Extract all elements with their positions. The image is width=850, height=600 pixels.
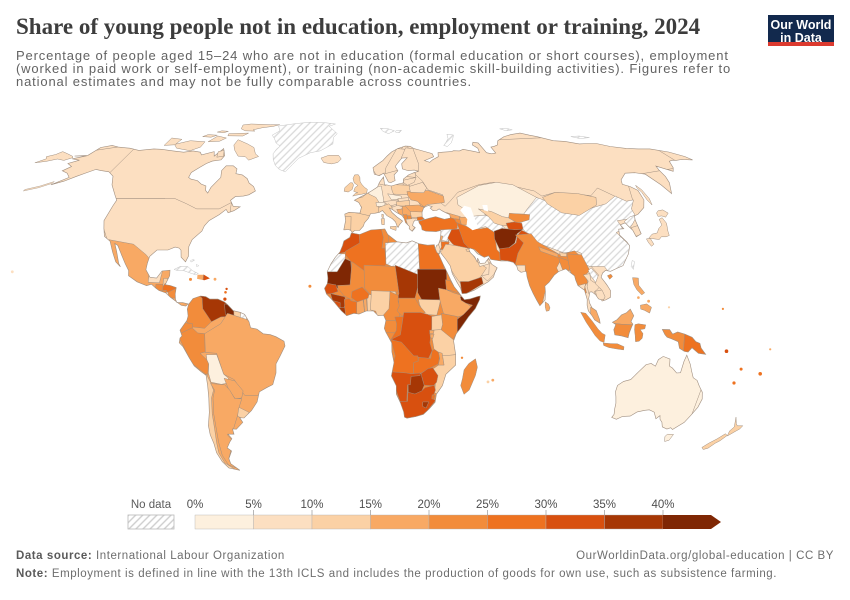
svg-text:40%: 40%	[651, 499, 674, 511]
svg-text:15%: 15%	[359, 499, 382, 511]
svg-text:5%: 5%	[245, 499, 262, 511]
svg-text:35%: 35%	[593, 499, 616, 511]
svg-text:10%: 10%	[300, 499, 323, 511]
svg-text:No data: No data	[131, 499, 172, 511]
svg-text:20%: 20%	[417, 499, 440, 511]
svg-text:30%: 30%	[534, 499, 557, 511]
svg-text:25%: 25%	[476, 499, 499, 511]
svg-text:0%: 0%	[187, 499, 204, 511]
